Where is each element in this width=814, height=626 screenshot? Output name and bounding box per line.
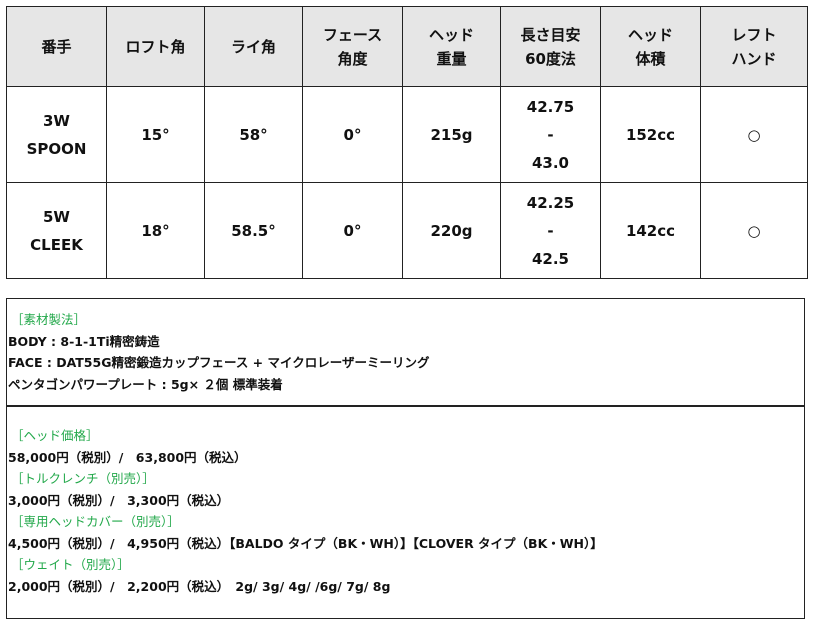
price-line: 2,000円（税別）/ 2,200円（税込） 2g/ 3g/ 4g/ /6g/ … <box>8 578 391 594</box>
col-loft: ロフト角 <box>106 6 205 87</box>
table-row: 5W CLEEK 18° 58.5° 0° 220g 42.25-42.5 142… <box>6 182 808 279</box>
price-line: 3,000円（税別）/ 3,300円（税込） <box>8 492 230 508</box>
price-line: 58,000円（税別）/ 63,800円（税込） <box>8 449 247 465</box>
left-hand-cell: ○ <box>700 86 808 183</box>
col-length: 長さ目安 60度法 <box>500 6 601 87</box>
lie-cell: 58° <box>204 86 303 183</box>
col-volume: ヘッド 体積 <box>600 6 701 87</box>
materials-box: ［素材製法］ BODY : 8-1-1Ti精密鋳造 FACE : DAT55G精… <box>6 298 805 406</box>
materials-line: FACE : DAT55G精密鍛造カップフェース + マイクロレーザーミーリング <box>8 355 430 370</box>
materials-line: ペンタゴンパワープレート : 5g× ２個 標準装着 <box>8 376 283 392</box>
volume-cell: 152cc <box>600 86 701 183</box>
prices-box: ［ヘッド価格］ 58,000円（税別）/ 63,800円（税込） ［トルクレンチ… <box>6 406 805 619</box>
price-line: 4,500円（税別）/ 4,950円（税込）【BALDO タイプ（BK・WH）】… <box>8 535 603 551</box>
header-row: 番手 ロフト角 ライ角 フェース 角度 ヘッド 重量 長さ目安 60度法 ヘッド 体積 … <box>6 6 808 87</box>
loft-cell: 18° <box>106 182 205 279</box>
price-heading: ［専用ヘッドカバー（別売）］ <box>11 514 180 529</box>
loft-cell: 15° <box>106 86 205 183</box>
price-heading: ［トルクレンチ（別売）］ <box>11 471 155 486</box>
col-number: 番手 <box>6 6 107 87</box>
spec-table: 番手 ロフト角 ライ角 フェース 角度 ヘッド 重量 長さ目安 60度法 ヘッド 体積 … <box>6 6 808 279</box>
col-left-hand: レフト ハンド <box>700 6 808 87</box>
left-hand-cell: ○ <box>700 182 808 279</box>
table-row: 3W SPOON 15° 58° 0° 215g 42.75-43.0 152cc… <box>6 86 808 183</box>
price-heading: ［ウェイト（別売）］ <box>11 557 130 572</box>
club-cell: 3W SPOON <box>6 86 107 183</box>
weight-cell: 220g <box>402 182 501 279</box>
volume-cell: 142cc <box>600 182 701 279</box>
col-face-angle: フェース 角度 <box>302 6 403 87</box>
face-cell: 0° <box>302 86 403 183</box>
club-cell: 5W CLEEK <box>6 182 107 279</box>
lie-cell: 58.5° <box>204 182 303 279</box>
length-cell: 42.75-43.0 <box>500 86 601 183</box>
col-head-weight: ヘッド 重量 <box>402 6 501 87</box>
col-lie: ライ角 <box>204 6 303 87</box>
price-heading: ［ヘッド価格］ <box>11 428 99 443</box>
length-cell: 42.25-42.5 <box>500 182 601 279</box>
materials-heading: ［素材製法］ <box>11 312 87 327</box>
face-cell: 0° <box>302 182 403 279</box>
weight-cell: 215g <box>402 86 501 183</box>
materials-line: BODY : 8-1-1Ti精密鋳造 <box>8 333 160 349</box>
